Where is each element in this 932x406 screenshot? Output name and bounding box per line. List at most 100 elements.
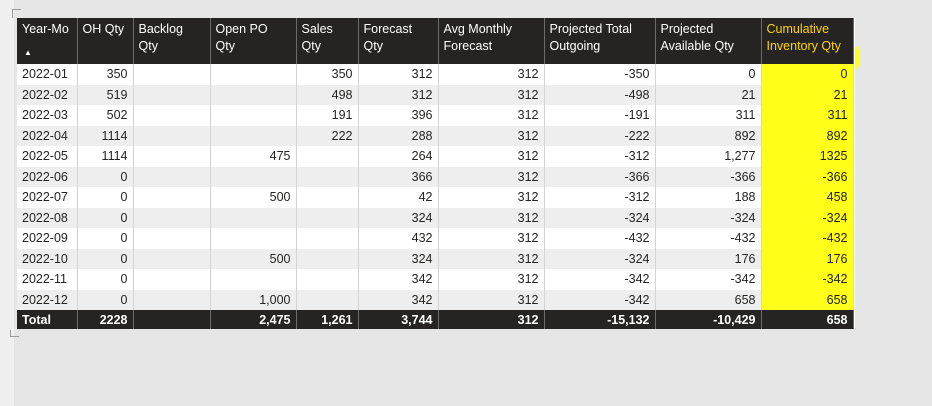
column-header-projected-available-qty[interactable]: Projected Available Qty xyxy=(655,18,762,64)
cell-avg-monthly-forecast: 312 xyxy=(438,84,545,105)
total-label: Total xyxy=(17,310,78,329)
cell-sales-qty xyxy=(296,146,359,167)
column-header-open-po-qty[interactable]: Open PO Qty xyxy=(210,18,297,64)
data-table: Year-Mo ▲ OH Qty Backlog Qty Open PO Qty … xyxy=(17,18,854,329)
cell-year-mo: 2022-12 xyxy=(17,289,78,310)
cell-year-mo: 2022-09 xyxy=(17,228,78,249)
cell-cumulative-inventory-qty: -324 xyxy=(761,207,854,228)
total-backlog-qty xyxy=(133,310,211,329)
total-projected-available-qty: -10,429 xyxy=(655,310,762,329)
cell-projected-total-outgoing: -342 xyxy=(544,269,656,290)
cell-avg-monthly-forecast: 312 xyxy=(438,269,545,290)
cell-projected-total-outgoing: -324 xyxy=(544,207,656,228)
cell-year-mo: 2022-06 xyxy=(17,166,78,187)
cell-backlog-qty xyxy=(133,125,211,146)
cell-sales-qty: 191 xyxy=(296,105,359,126)
cell-cumulative-inventory-qty: 21 xyxy=(761,84,854,105)
table-row: 2022-02 519 498 312 312 -498 21 21 xyxy=(17,84,854,105)
table-body: 2022-01 350 350 312 312 -350 0 0 2022-02 519 498 3… xyxy=(17,64,854,310)
cell-backlog-qty xyxy=(133,64,211,85)
cell-projected-available-qty: 892 xyxy=(655,125,762,146)
cell-forecast-qty: 396 xyxy=(358,105,439,126)
column-header-label: Year-Mo xyxy=(22,22,69,36)
cell-forecast-qty: 342 xyxy=(358,289,439,310)
cell-oh-qty: 1114 xyxy=(77,146,134,167)
cell-backlog-qty xyxy=(133,248,211,269)
cell-projected-available-qty: 176 xyxy=(655,248,762,269)
cell-year-mo: 2022-04 xyxy=(17,125,78,146)
cell-avg-monthly-forecast: 312 xyxy=(438,187,545,208)
cell-forecast-qty: 42 xyxy=(358,187,439,208)
table-row: 2022-06 0 366 312 -366 -366 -366 xyxy=(17,166,854,187)
cell-sales-qty xyxy=(296,289,359,310)
cell-sales-qty xyxy=(296,207,359,228)
total-oh-qty: 2228 xyxy=(77,310,134,329)
cell-year-mo: 2022-02 xyxy=(17,84,78,105)
cell-projected-available-qty: 1,277 xyxy=(655,146,762,167)
cell-forecast-qty: 366 xyxy=(358,166,439,187)
cell-sales-qty: 498 xyxy=(296,84,359,105)
table-visual[interactable]: Year-Mo ▲ OH Qty Backlog Qty Open PO Qty … xyxy=(17,18,855,329)
table-row: 2022-10 0 500 324 312 -324 176 176 xyxy=(17,248,854,269)
column-header-label: Projected Available Qty xyxy=(660,22,734,53)
cell-year-mo: 2022-11 xyxy=(17,269,78,290)
column-header-projected-total-outgoing[interactable]: Projected Total Outgoing xyxy=(544,18,656,64)
cell-avg-monthly-forecast: 312 xyxy=(438,64,545,85)
cell-projected-total-outgoing: -432 xyxy=(544,228,656,249)
table-row: 2022-12 0 1,000 342 312 -342 658 658 xyxy=(17,289,854,310)
cell-projected-available-qty: 0 xyxy=(655,64,762,85)
cell-oh-qty: 0 xyxy=(77,187,134,208)
cell-sales-qty xyxy=(296,187,359,208)
cell-year-mo: 2022-07 xyxy=(17,187,78,208)
cell-projected-available-qty: 21 xyxy=(655,84,762,105)
column-header-label: Projected Total Outgoing xyxy=(549,22,632,53)
column-header-year-mo[interactable]: Year-Mo ▲ xyxy=(17,18,78,64)
cell-projected-available-qty: -342 xyxy=(655,269,762,290)
cell-oh-qty: 502 xyxy=(77,105,134,126)
cell-forecast-qty: 312 xyxy=(358,84,439,105)
cell-cumulative-inventory-qty: 458 xyxy=(761,187,854,208)
cell-sales-qty xyxy=(296,248,359,269)
column-header-forecast-qty[interactable]: Forecast Qty xyxy=(358,18,439,64)
cell-projected-total-outgoing: -222 xyxy=(544,125,656,146)
cell-oh-qty: 0 xyxy=(77,269,134,290)
cell-sales-qty xyxy=(296,269,359,290)
cell-forecast-qty: 432 xyxy=(358,228,439,249)
total-sales-qty: 1,261 xyxy=(296,310,359,329)
table-row: 2022-08 0 324 312 -324 -324 -324 xyxy=(17,207,854,228)
cell-cumulative-inventory-qty: -366 xyxy=(761,166,854,187)
cell-projected-total-outgoing: -350 xyxy=(544,64,656,85)
table-row: 2022-05 1114 475 264 312 -312 1,277 1325 xyxy=(17,146,854,167)
column-header-backlog-qty[interactable]: Backlog Qty xyxy=(133,18,211,64)
column-header-label: OH Qty xyxy=(82,22,125,36)
cell-forecast-qty: 324 xyxy=(358,207,439,228)
visual-resize-handle-top-left[interactable] xyxy=(12,9,21,18)
cell-cumulative-inventory-qty: 892 xyxy=(761,125,854,146)
visual-resize-handle-bottom-left[interactable] xyxy=(10,330,19,337)
cell-projected-total-outgoing: -312 xyxy=(544,187,656,208)
cell-oh-qty: 0 xyxy=(77,228,134,249)
column-header-label: Sales Qty xyxy=(301,22,333,53)
cell-oh-qty: 519 xyxy=(77,84,134,105)
cell-open-po-qty xyxy=(210,64,297,85)
cell-open-po-qty xyxy=(210,228,297,249)
total-avg-monthly-forecast: 312 xyxy=(438,310,545,329)
sort-ascending-icon[interactable]: ▲ xyxy=(24,48,32,57)
column-header-cumulative-inventory-qty[interactable]: Cumulative Inventory Qty xyxy=(761,18,854,64)
cell-sales-qty xyxy=(296,166,359,187)
table-row: 2022-03 502 191 396 312 -191 311 311 xyxy=(17,105,854,126)
cell-backlog-qty xyxy=(133,187,211,208)
table-row: 2022-01 350 350 312 312 -350 0 0 xyxy=(17,64,854,85)
column-header-sales-qty[interactable]: Sales Qty xyxy=(296,18,359,64)
cell-open-po-qty xyxy=(210,105,297,126)
total-projected-total-outgoing: -15,132 xyxy=(544,310,656,329)
column-header-oh-qty[interactable]: OH Qty xyxy=(77,18,134,64)
cell-forecast-qty: 288 xyxy=(358,125,439,146)
cell-sales-qty: 350 xyxy=(296,64,359,85)
cell-open-po-qty: 500 xyxy=(210,248,297,269)
cell-oh-qty: 0 xyxy=(77,166,134,187)
cell-forecast-qty: 342 xyxy=(358,269,439,290)
cell-cumulative-inventory-qty: 176 xyxy=(761,248,854,269)
column-header-avg-monthly-forecast[interactable]: Avg Monthly Forecast xyxy=(438,18,545,64)
cell-open-po-qty xyxy=(210,166,297,187)
